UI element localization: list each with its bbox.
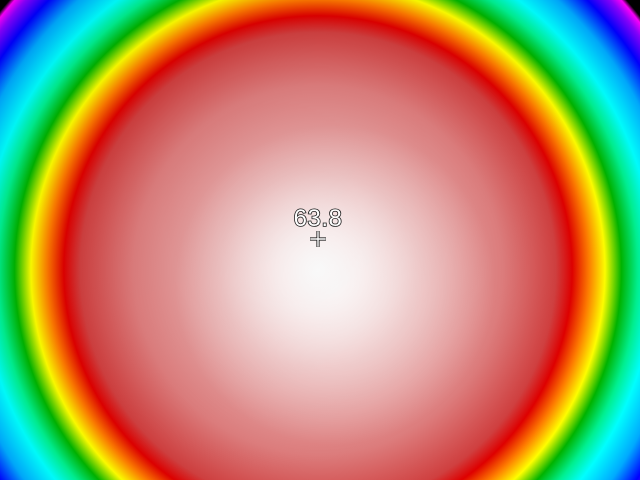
spot-temperature-readout: 63.8 [293,205,343,232]
crosshair-icon [310,231,326,247]
